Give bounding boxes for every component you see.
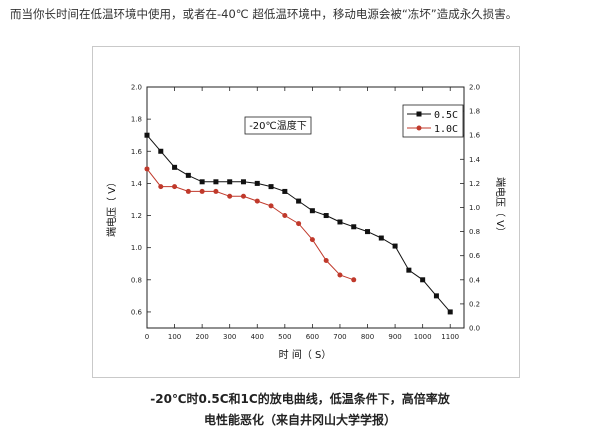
- series-0-point-12: [309, 208, 315, 214]
- series-line-1: [146, 168, 354, 281]
- chart-frame: 0 100 200 300 400 500 600 700 800 900 1000 1100 0.6 0…: [92, 46, 520, 378]
- series-0-point-17: [378, 235, 384, 241]
- y-right-tick-label-0: 0.0: [469, 325, 480, 333]
- x-tick-label-2: 200: [195, 333, 208, 341]
- series-0-point-6: [227, 179, 233, 185]
- series-1-point-0: [144, 166, 150, 172]
- series-1-point-9: [268, 203, 274, 209]
- series-0-point-20: [420, 277, 426, 283]
- legend-marker-1: [416, 125, 422, 131]
- x-tick-label-4: 400: [251, 333, 264, 341]
- x-tick-label-7: 700: [333, 333, 346, 341]
- series-0-point-1: [158, 148, 164, 154]
- y-left-tick-label-5: 1.6: [131, 148, 143, 156]
- x-tick-label-8: 800: [361, 333, 374, 341]
- series-0-point-10: [282, 188, 288, 194]
- series-0-point-5: [213, 179, 219, 185]
- x-tick-label-1: 100: [168, 333, 181, 341]
- y-axis-label-left: 端电压（ V）: [105, 177, 118, 237]
- x-tick-label-3: 300: [223, 333, 236, 341]
- y-right-tick-label-9: 1.8: [469, 108, 480, 116]
- series-0-point-11: [296, 198, 302, 204]
- series-0-point-21: [433, 293, 439, 299]
- series-0-point-4: [199, 179, 205, 185]
- series-1-point-15: [351, 277, 357, 283]
- caption-line-1: -20℃时0.5C和1C的放电曲线，低温条件下，高倍率放: [150, 392, 450, 406]
- series-1-point-6: [227, 193, 233, 199]
- series-1-point-11: [296, 221, 302, 227]
- series-0-point-3: [185, 172, 191, 178]
- series-0-point-18: [392, 243, 398, 249]
- x-tick-label-6: 600: [306, 333, 319, 341]
- legend-marker-0: [416, 111, 422, 117]
- series-0-point-15: [351, 224, 357, 230]
- x-axis-label: 时 间（ S）: [279, 348, 332, 361]
- y-right-tick-label-7: 1.4: [469, 156, 481, 164]
- legend-box: [402, 104, 464, 138]
- y-left-tick-label-6: 1.8: [131, 116, 142, 124]
- series-1-point-10: [282, 213, 288, 219]
- series-0-point-7: [240, 179, 246, 185]
- x-tick-label-11: 1100: [441, 333, 459, 341]
- y-right-tick-label-5: 1.0: [469, 204, 480, 212]
- y-right-tick-label-8: 1.6: [469, 132, 481, 140]
- y-left-tick-label-3: 1.2: [131, 212, 142, 220]
- series-1-point-12: [309, 237, 315, 243]
- annotation-box: [244, 116, 312, 135]
- caption-line-2: 电性能恶化（来自井冈山大学学报）: [203, 413, 396, 427]
- x-tick-label-9: 900: [388, 333, 401, 341]
- annotation-text: -20℃温度下: [249, 119, 307, 132]
- y-left-tick-label-4: 1.4: [131, 180, 143, 188]
- y-right-tick-label-1: 0.2: [469, 300, 480, 308]
- series-0-point-2: [172, 164, 178, 170]
- series-1-point-14: [337, 272, 343, 278]
- series-0-point-14: [337, 219, 343, 225]
- discharge-chart: 0 100 200 300 400 500 600 700 800 900 1000 1100 0.6 0…: [105, 84, 507, 362]
- y-right-tick-label-4: 0.8: [469, 228, 480, 236]
- series-1-point-8: [254, 198, 260, 204]
- series-1-point-2: [172, 184, 178, 190]
- x-tick-label-0: 0: [145, 333, 149, 341]
- x-tick-label-5: 500: [278, 333, 291, 341]
- series-1-point-7: [240, 193, 246, 199]
- intro-text: 而当你长时间在低温环境中使用，或者在-40℃ 超低温环境中，移动电源会被“冻坏”…: [10, 7, 518, 21]
- y-left-tick-label-0: 0.6: [131, 308, 143, 316]
- y-axis-label-right: 端电压（ V）: [494, 177, 507, 237]
- series-0-point-16: [365, 229, 371, 235]
- series-1-point-13: [323, 258, 329, 264]
- series-0-point-22: [447, 309, 453, 315]
- series-1-point-3: [185, 188, 191, 194]
- series-1-point-1: [158, 184, 164, 190]
- legend-label-0: 0.5C: [434, 110, 458, 121]
- y-left-tick-label-7: 2.0: [131, 84, 142, 92]
- x-tick-label-10: 1000: [414, 333, 432, 341]
- legend-label-1: 1.0C: [434, 124, 458, 135]
- series-1-point-4: [199, 188, 205, 194]
- y-left-tick-label-1: 0.8: [131, 276, 142, 284]
- series-0-point-9: [268, 184, 274, 190]
- series-1-point-5: [213, 188, 219, 194]
- y-left-tick-label-2: 1.0: [131, 244, 142, 252]
- legend: 0.5C 1.0C: [402, 104, 464, 138]
- series-0-point-0: [144, 132, 150, 138]
- y-right-tick-label-3: 0.6: [469, 252, 481, 260]
- series-0-point-8: [254, 180, 260, 186]
- y-right-tick-label-6: 1.2: [469, 180, 480, 188]
- series-0-point-13: [323, 213, 329, 219]
- y-right-tick-label-10: 2.0: [469, 84, 480, 92]
- y-right-tick-label-2: 0.4: [469, 276, 481, 284]
- series-0-point-19: [406, 267, 412, 273]
